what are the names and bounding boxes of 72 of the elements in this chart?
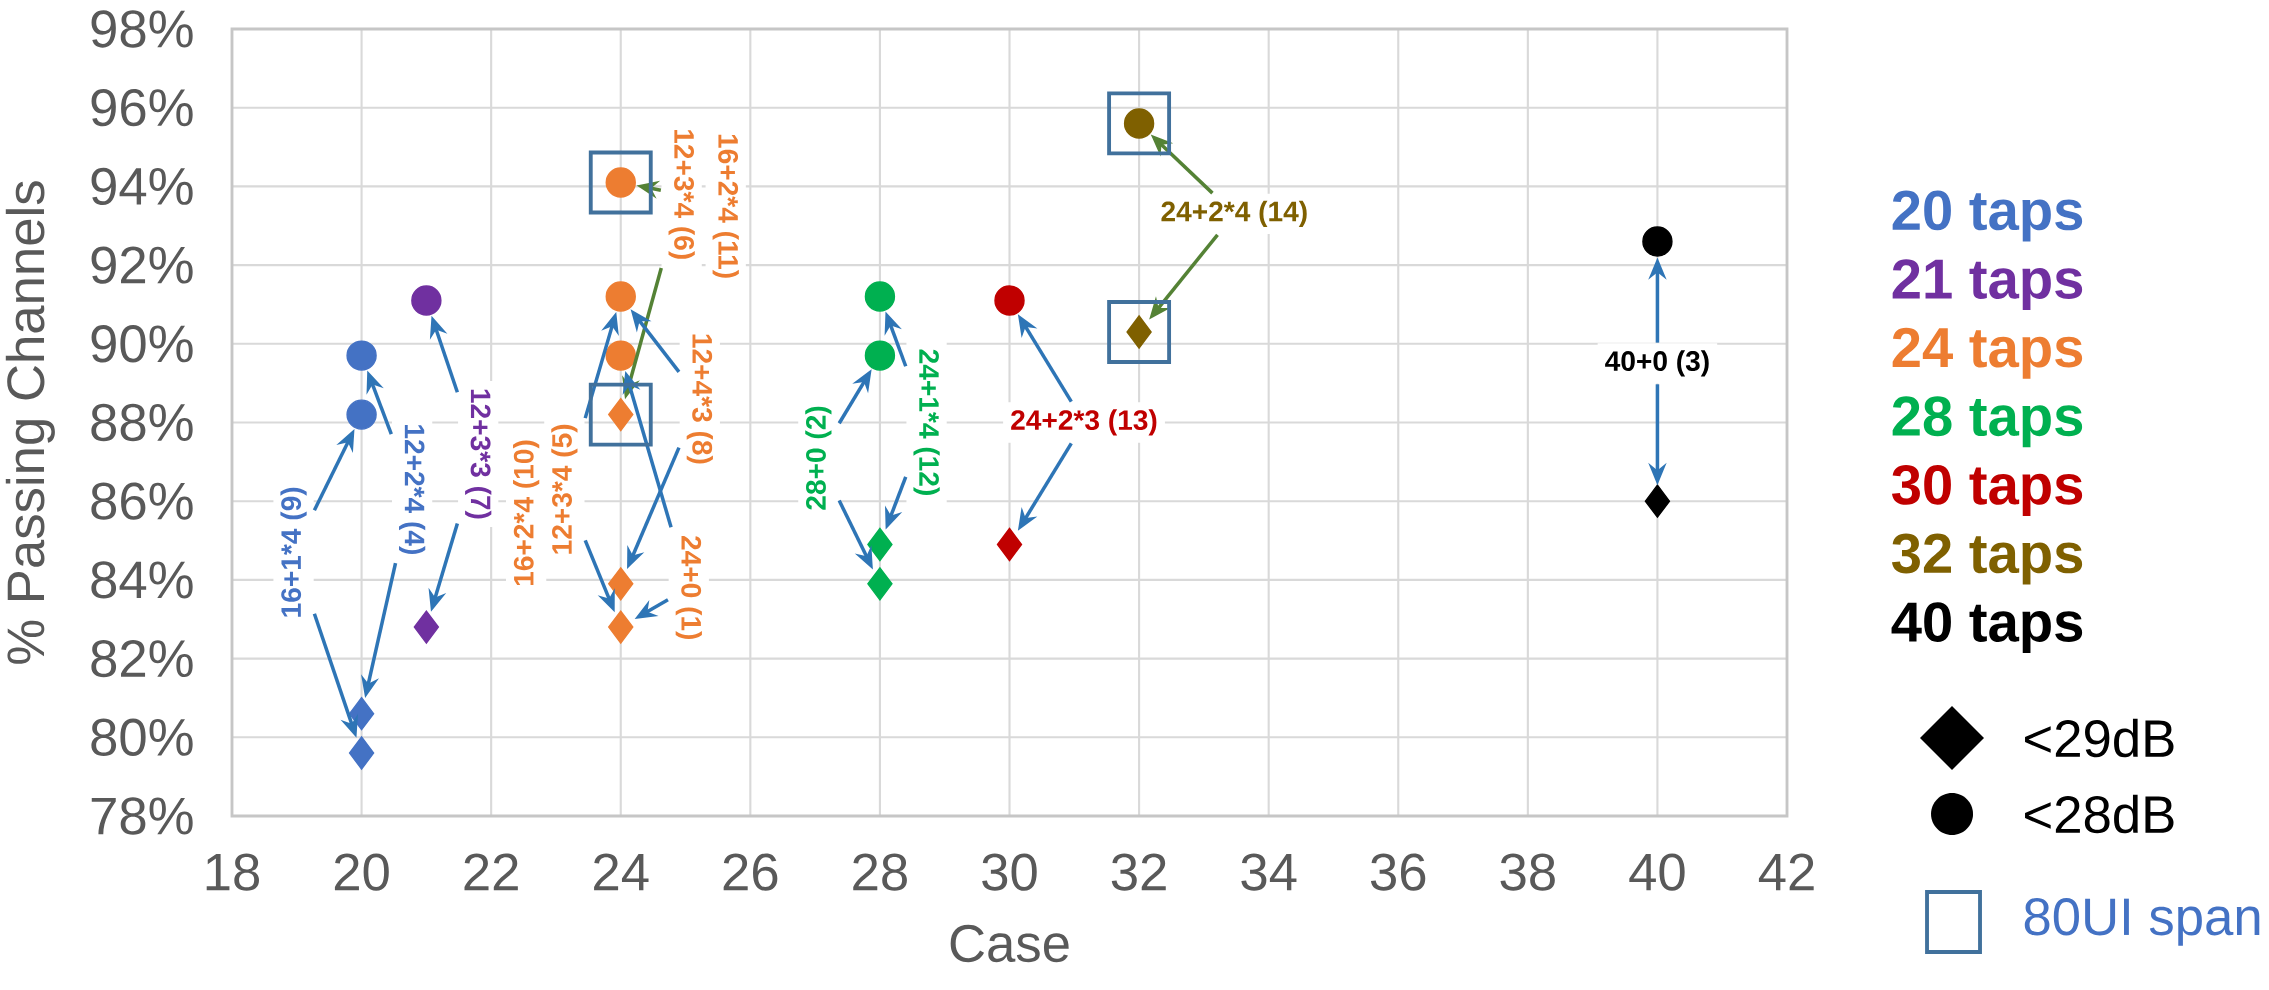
point [864, 281, 896, 312]
annotation: 24+2*3 (13) [1011, 409, 1157, 436]
text: 28 taps [1892, 396, 2083, 448]
point [411, 285, 442, 316]
x-tick-label: 36 [1370, 853, 1426, 891]
point [608, 567, 634, 601]
point [1126, 315, 1152, 349]
point [1123, 108, 1155, 139]
y-tick-label: 78% [91, 797, 193, 835]
annotation: 40+0 (3) [1605, 350, 1709, 377]
point [413, 610, 440, 644]
x-tick-label: 26 [723, 853, 778, 891]
point [605, 167, 636, 198]
y-tick-label: 86% [91, 482, 193, 520]
x-tick-label: 32 [1111, 853, 1166, 891]
text: 24 taps [1892, 327, 2083, 379]
x-tick-label: 42 [1758, 853, 1814, 891]
y-tick-label: 90% [91, 325, 193, 363]
x-tick-label: 24 [594, 853, 649, 891]
point [867, 527, 893, 562]
x-tick-label: 18 [206, 853, 259, 891]
annotation: 12+3*4 (6) [668, 129, 695, 259]
text: <29dB [2025, 718, 2174, 758]
annotation: 28+0 (2) [805, 406, 832, 510]
x-tick-label: 30 [982, 853, 1037, 891]
point [348, 736, 375, 770]
x-tick-label: 34 [1241, 853, 1297, 891]
annotation: 12+3*4 (5) [551, 424, 578, 554]
annotation: 24+1*4 (12) [913, 349, 940, 495]
text: 80UI span [2024, 898, 2260, 946]
text: 32 taps [1892, 533, 2083, 585]
annotation: 12+3*3 (7) [465, 389, 492, 519]
point [1642, 226, 1673, 257]
annotation: 16+1*4 (9) [280, 487, 307, 617]
annotation: 12+4*3 (8) [686, 334, 713, 464]
point [608, 397, 634, 432]
text: 21 taps [1892, 259, 2083, 311]
point [346, 399, 377, 430]
x-tick-label: 40 [1629, 853, 1685, 891]
x-tick-label: 28 [853, 853, 907, 891]
point [605, 340, 636, 371]
point [348, 696, 375, 731]
annotation: 16+2*4 (10) [513, 440, 540, 586]
y-tick-label: 96% [91, 89, 193, 127]
y-tick-label: 98% [91, 10, 193, 48]
y-axis-title: % Passing Channels [5, 181, 55, 664]
point [1644, 484, 1671, 518]
y-tick-label: 80% [91, 718, 193, 756]
y-tick-label: 94% [91, 167, 193, 206]
text: 30 taps [1892, 464, 2083, 516]
x-tick-label: 22 [464, 853, 518, 891]
point [864, 340, 896, 371]
x-tick-label: 20 [334, 853, 389, 891]
y-tick-label: 92% [91, 246, 193, 284]
annotation: 24+2*4 (14) [1161, 200, 1307, 228]
point [608, 610, 634, 644]
point [605, 281, 636, 312]
point [996, 527, 1023, 562]
y-tick-label: 82% [91, 639, 193, 678]
x-tick-label: 38 [1500, 853, 1555, 891]
text: 20 taps [1892, 190, 2083, 242]
text: <28dB [2025, 794, 2174, 834]
annotation: 24+0 (1) [675, 536, 702, 640]
point [346, 340, 377, 371]
y-tick-label: 88% [91, 403, 193, 442]
text: 40 taps [1891, 602, 2083, 654]
y-tick-label: 84% [91, 561, 193, 599]
annotation: 12+2*4 (4) [399, 425, 426, 554]
x-axis-title: Case [950, 924, 1069, 963]
point [867, 567, 893, 601]
point [994, 285, 1025, 316]
annotation: 16+2*4 (11) [712, 134, 739, 278]
